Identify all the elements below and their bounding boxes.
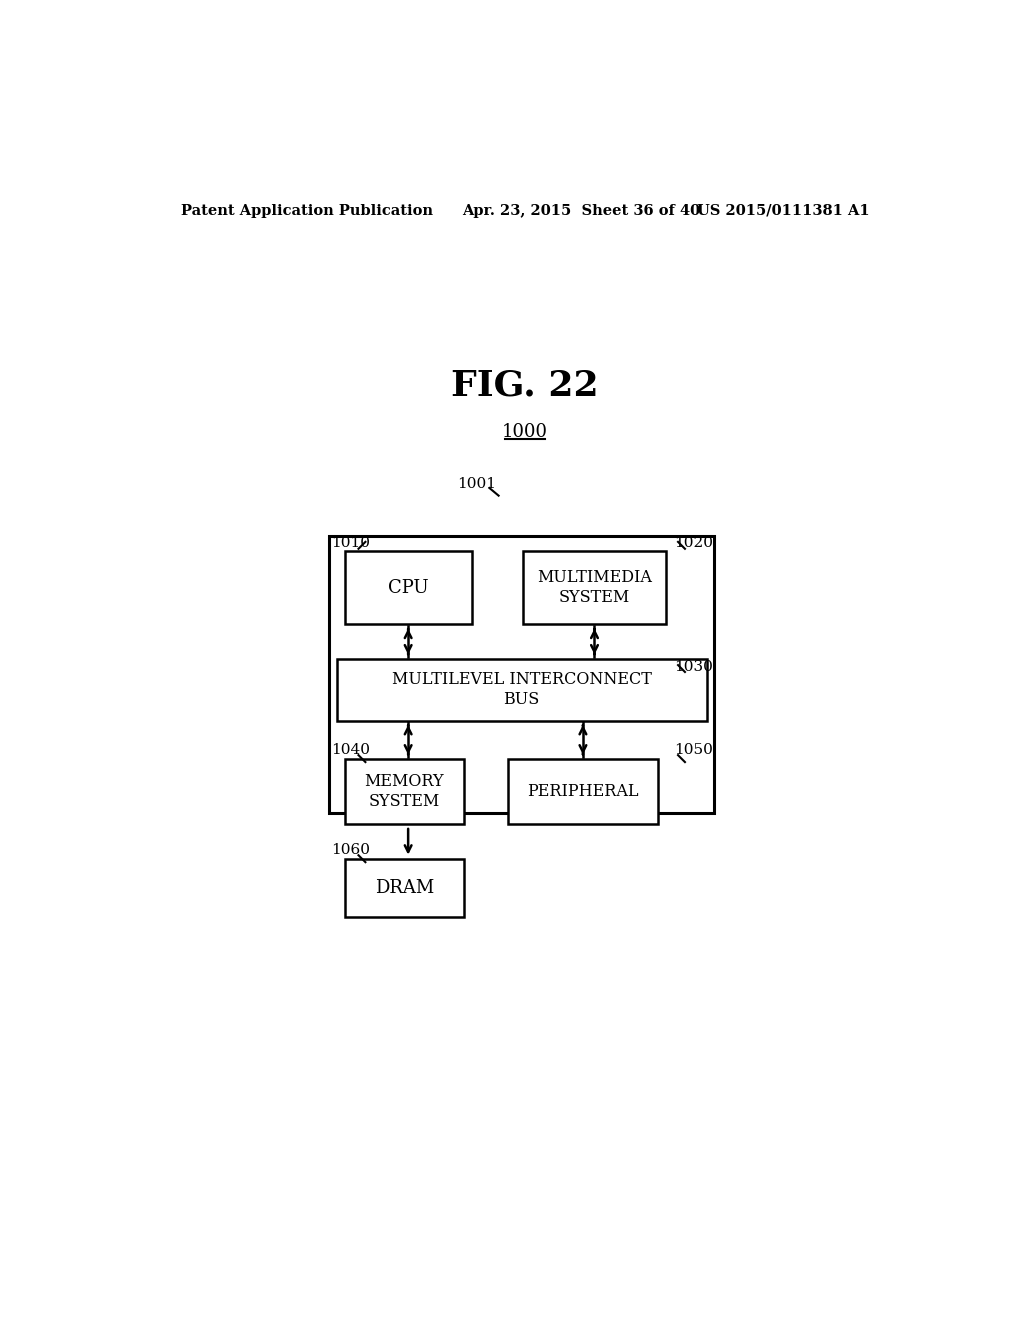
Bar (330, 536, 714, 813)
Text: MULTILEVEL INTERCONNECT
BUS: MULTILEVEL INTERCONNECT BUS (392, 672, 651, 708)
Text: US 2015/0111381 A1: US 2015/0111381 A1 (697, 203, 869, 218)
Bar (337, 659, 707, 721)
Bar (508, 759, 658, 825)
Text: FIG. 22: FIG. 22 (451, 368, 599, 403)
Text: 1030: 1030 (674, 660, 713, 673)
Text: CPU: CPU (388, 578, 428, 597)
Text: 1040: 1040 (331, 743, 370, 756)
Text: MEMORY
SYSTEM: MEMORY SYSTEM (365, 774, 444, 810)
Bar (345, 859, 464, 917)
Text: PERIPHERAL: PERIPHERAL (527, 783, 639, 800)
Text: 1060: 1060 (331, 843, 370, 857)
Text: 1050: 1050 (674, 743, 713, 756)
Text: Patent Application Publication: Patent Application Publication (180, 203, 432, 218)
Bar (345, 759, 464, 825)
Text: 1000: 1000 (502, 422, 548, 441)
Text: 1001: 1001 (458, 477, 497, 491)
Bar (523, 552, 666, 624)
Text: DRAM: DRAM (375, 879, 434, 898)
Text: 1020: 1020 (674, 536, 713, 550)
Text: 1010: 1010 (331, 536, 370, 550)
Bar (345, 552, 472, 624)
Text: MULTIMEDIA
SYSTEM: MULTIMEDIA SYSTEM (537, 569, 652, 606)
Text: Apr. 23, 2015  Sheet 36 of 40: Apr. 23, 2015 Sheet 36 of 40 (462, 203, 699, 218)
